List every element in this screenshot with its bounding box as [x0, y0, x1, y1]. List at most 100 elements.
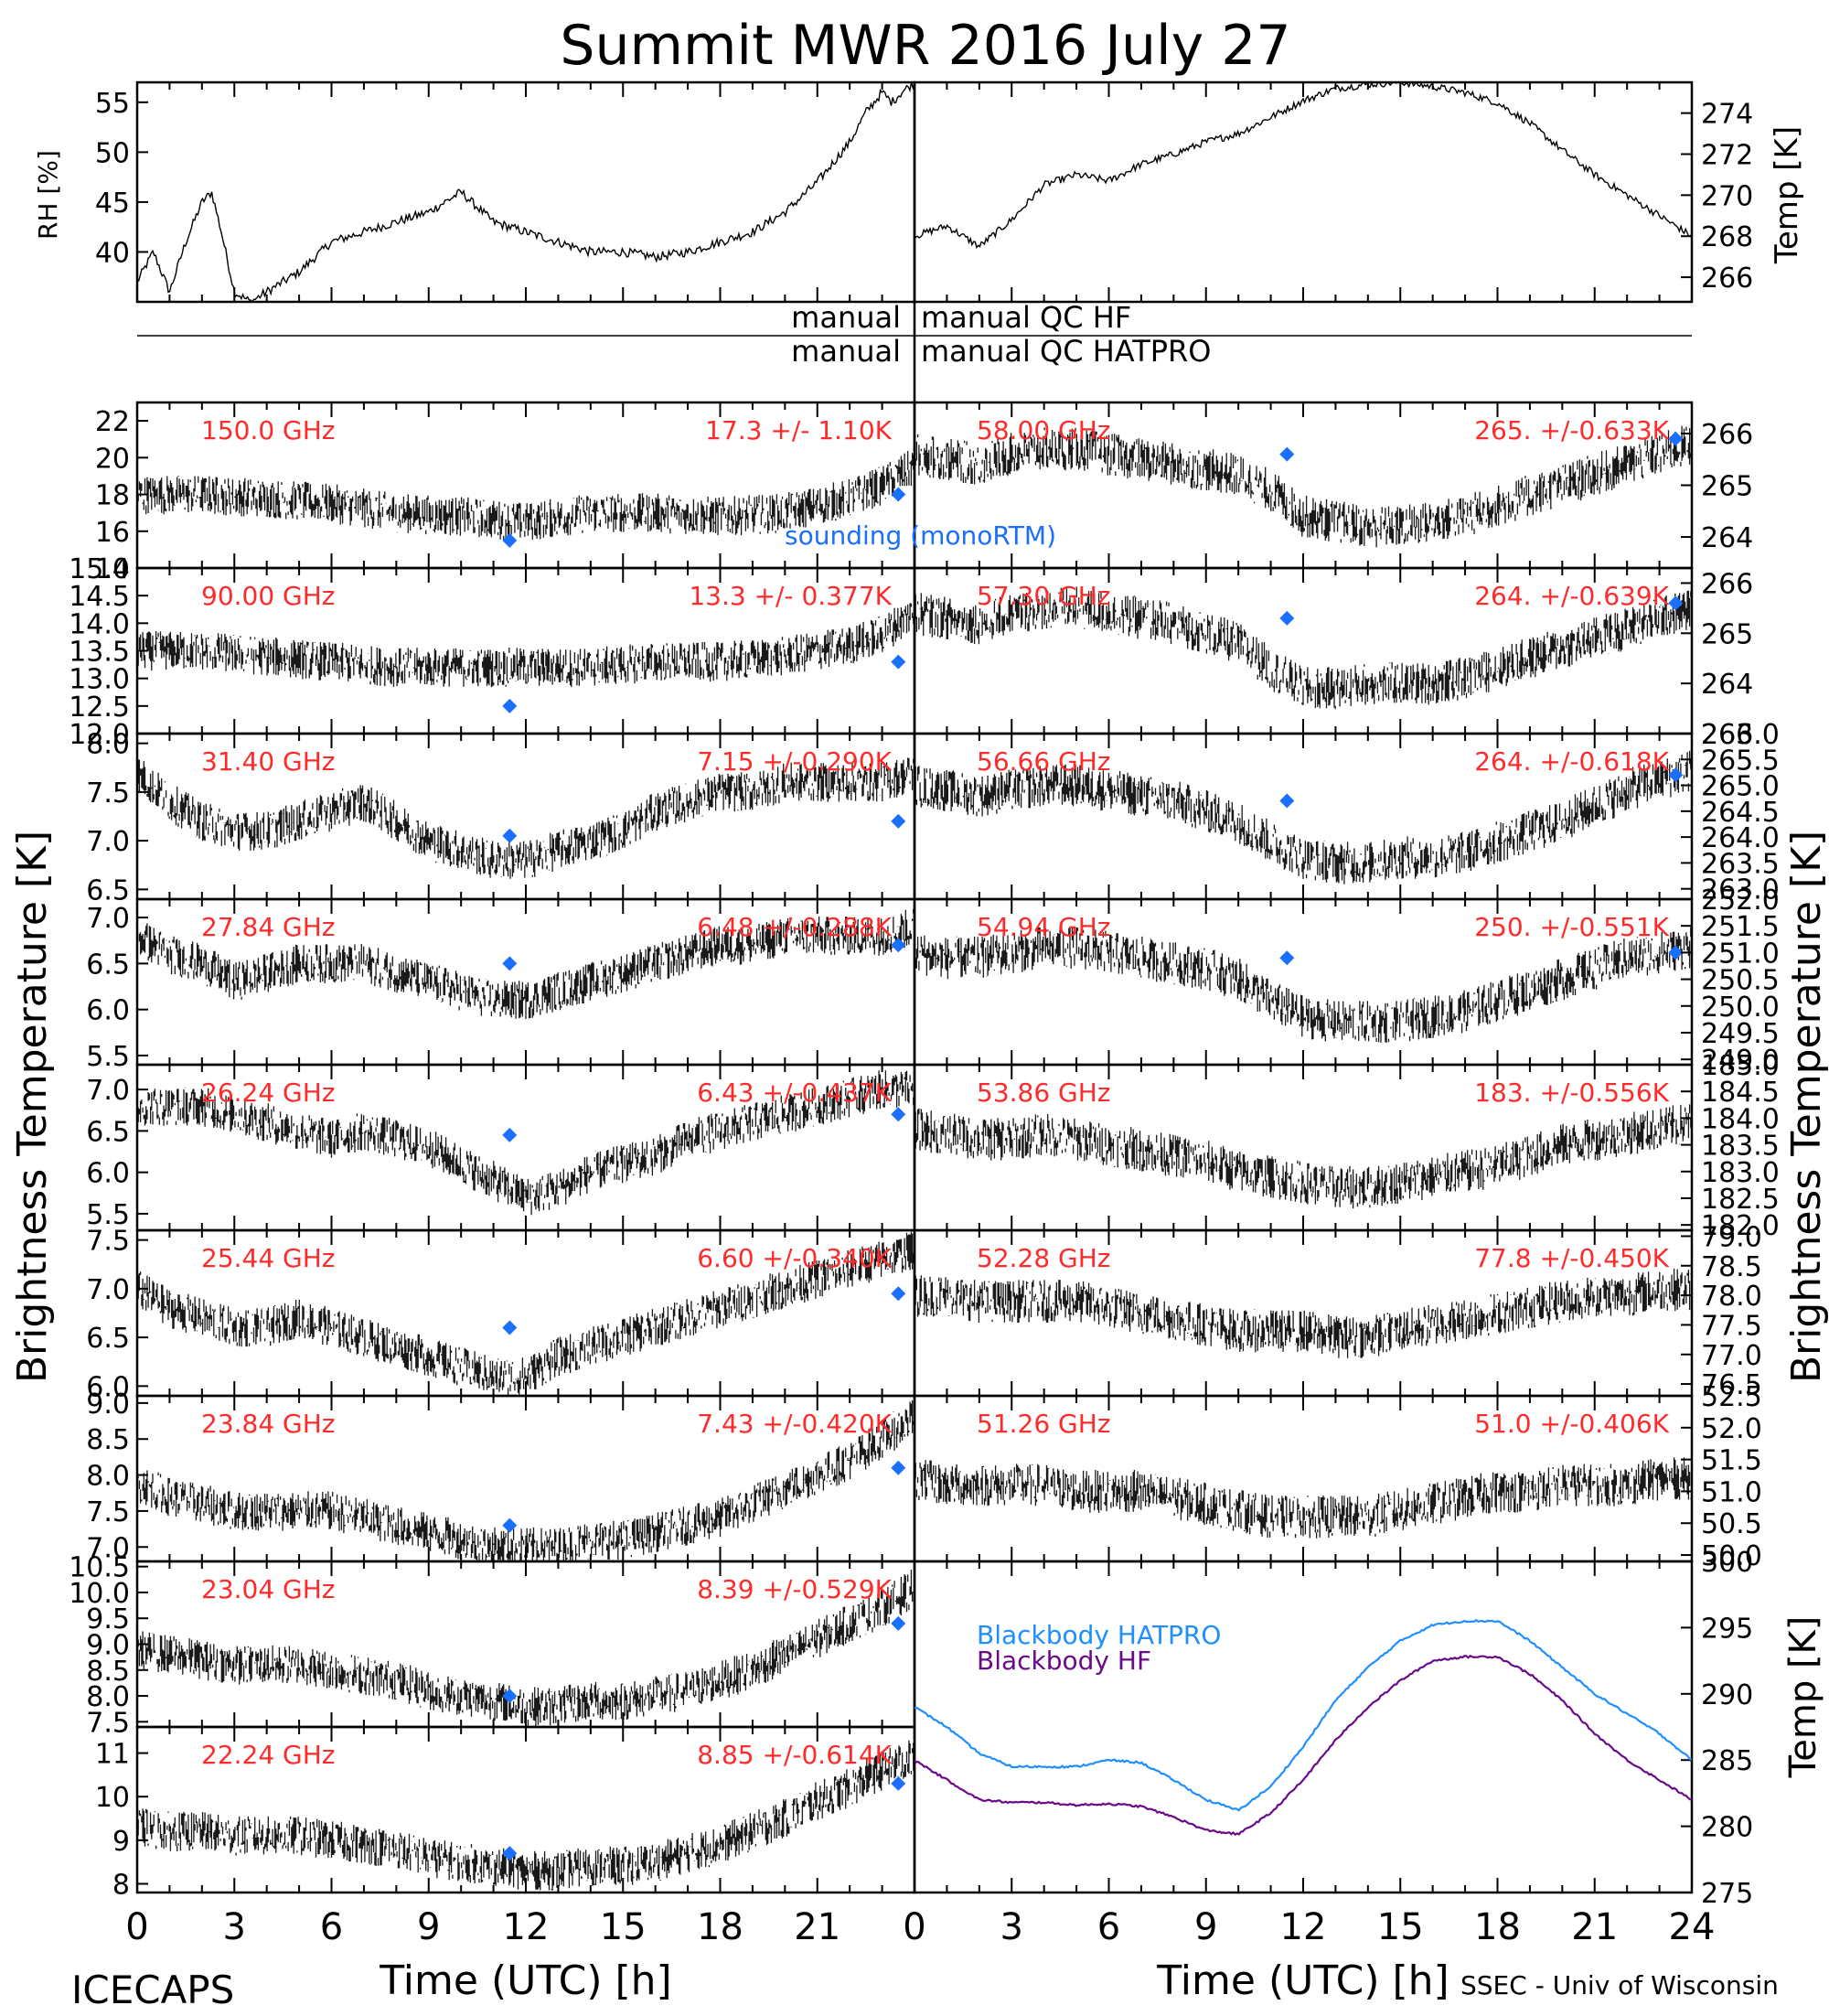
hf-y-axis: 6.5 7.0 7.5 8.0	[86, 729, 148, 906]
bb-hf-legend: Blackbody HF	[977, 1646, 1151, 1676]
hatpro-y-axis: 263 264 265 266	[1681, 568, 1753, 751]
y-tick-label: 182.5	[1701, 1184, 1780, 1216]
sounding-marker	[891, 1775, 906, 1791]
x-tick-label: 18	[697, 1906, 743, 1948]
hatpro-y-axis: 50.050.551.051.552.052.5	[1681, 1381, 1762, 1572]
blackbody-panel-ticks	[914, 1561, 1693, 1893]
y-tick-label: 266	[1701, 263, 1753, 295]
channel-frequency-label: 57.30 GHz	[977, 581, 1111, 611]
y-tick-label: 78.0	[1701, 1281, 1762, 1313]
y-tick-label: 16	[95, 517, 130, 549]
y-tick-label: 266.0	[1701, 719, 1780, 751]
y-tick-label: 79.0	[1701, 1221, 1762, 1253]
y-tick-label: 7.5	[86, 1707, 130, 1739]
channel-stat-label: 51.0 +/-0.406K	[1474, 1409, 1669, 1439]
hatpro-panel-4-ticks	[914, 1065, 1693, 1230]
hf-trace	[136, 909, 915, 1020]
y-tick-label: 295	[1701, 1613, 1753, 1645]
y-tick-label: 40	[95, 237, 130, 269]
hf-y-axis: 5.5 6.0 6.5 7.0	[86, 1075, 148, 1231]
y-tick-label: 76.5	[1701, 1369, 1762, 1401]
hf-panel-5-ticks	[136, 1230, 915, 1396]
temp-bb-axis-title: Temp [K]	[1782, 1616, 1824, 1779]
y-tick-label: 264.0	[1701, 822, 1780, 854]
hatpro-panel-0-ticks	[914, 402, 1693, 568]
hf-trace	[136, 451, 915, 541]
y-tick-label: 10.5	[69, 1552, 130, 1584]
hf-trace	[136, 1070, 915, 1216]
y-tick-label: 5.5	[86, 1041, 130, 1073]
hatpro-y-axis: 76.577.077.578.078.579.0	[1681, 1221, 1762, 1401]
sounding-marker	[502, 1517, 518, 1533]
hf-trace	[136, 757, 915, 879]
y-tick-label: 51.0	[1701, 1476, 1762, 1508]
hf-y-axis: 7.0 7.58.0 8.59.0	[86, 1389, 148, 1564]
y-tick-label: 264.5	[1701, 797, 1780, 829]
hf-y-axis: 5.5 6.0 6.5 7.0	[86, 903, 148, 1073]
hatpro-trace	[914, 1457, 1693, 1539]
sounding-marker	[1279, 793, 1295, 809]
channel-stat-label: 265. +/-0.633K	[1474, 415, 1669, 445]
sounding-marker	[502, 1320, 518, 1335]
page-title: Summit MWR 2016 July 27	[560, 14, 1290, 78]
channel-stat-label: 250. +/-0.551K	[1474, 912, 1669, 942]
x-tick-label: 6	[320, 1906, 343, 1948]
hatpro-trace	[914, 586, 1693, 710]
y-tick-label: 8.5	[86, 1656, 130, 1688]
sounding-marker	[891, 813, 906, 829]
hf-panel-6-ticks	[136, 1396, 915, 1561]
channel-stat-label: 264. +/-0.618K	[1474, 746, 1669, 777]
sounding-marker	[502, 698, 518, 713]
y-tick-label: 251.0	[1701, 938, 1780, 970]
y-tick-label: 7.0	[86, 1274, 130, 1306]
sounding-marker	[502, 532, 518, 548]
hatpro-trace	[914, 1268, 1693, 1358]
y-axis-title-left: Brightness Temperature [K]	[9, 831, 56, 1383]
y-tick-label: 50.0	[1701, 1540, 1762, 1572]
hf-y-axis: 6.0 6.5 7.0 7.5	[86, 1226, 148, 1403]
hatpro-panel-3-ticks	[914, 899, 1693, 1065]
hatpro-y-axis: 264 265 266	[1681, 419, 1753, 554]
sounding-marker	[502, 1127, 518, 1142]
sounding-marker	[1279, 950, 1295, 966]
y-tick-label: 264	[1701, 522, 1753, 554]
y-tick-label: 12.0	[69, 719, 130, 751]
y-tick-label: 275	[1701, 1878, 1753, 1910]
y-tick-label: 265.5	[1701, 745, 1780, 777]
y-tick-label: 50.5	[1701, 1508, 1762, 1540]
y-tick-label: 183.5	[1701, 1131, 1780, 1163]
rh-axis-title: RH [%]	[33, 150, 63, 240]
sounding-marker	[502, 1846, 518, 1861]
y-tick-label: 52.0	[1701, 1413, 1762, 1445]
hf-panel-7-ticks	[136, 1561, 915, 1727]
y-tick-label: 249.0	[1701, 1045, 1780, 1077]
channel-frequency-label: 27.84 GHz	[201, 912, 336, 942]
y-tick-label: 266	[1701, 568, 1753, 600]
channel-stat-label: 77.8 +/-0.450K	[1474, 1243, 1669, 1273]
channel-frequency-label: 31.40 GHz	[201, 746, 336, 777]
x-tick-label: 15	[600, 1906, 647, 1948]
hatpro-trace	[914, 750, 1693, 885]
channel-frequency-label: 51.26 GHz	[977, 1409, 1111, 1439]
hf-trace	[136, 1570, 915, 1727]
y-tick-label: 6.0	[86, 1158, 130, 1190]
channel-frequency-label: 53.86 GHz	[977, 1078, 1111, 1108]
y-tick-label: 6.0	[86, 1371, 130, 1403]
channel-stat-label: 6.48 +/-0.288K	[697, 912, 892, 942]
channel-stat-label: 183. +/-0.556K	[1474, 1078, 1669, 1108]
x-tick-label: 12	[503, 1906, 550, 1948]
x-tick-label: 3	[223, 1906, 246, 1948]
y-tick-label: 185.0	[1701, 1050, 1780, 1082]
y-tick-label: 250.5	[1701, 965, 1780, 997]
y-tick-label: 22	[95, 406, 130, 438]
temp-top-panel	[913, 80, 1694, 304]
hatpro-trace	[914, 425, 1693, 548]
y-tick-label: 11	[95, 1739, 130, 1771]
y-tick-label: 250.0	[1701, 992, 1780, 1024]
y-tick-label: 8.0	[86, 1461, 130, 1493]
x-tick-label: 9	[1194, 1906, 1217, 1948]
sounding-marker	[1279, 610, 1295, 626]
channel-frequency-label: 54.94 GHz	[977, 912, 1111, 942]
